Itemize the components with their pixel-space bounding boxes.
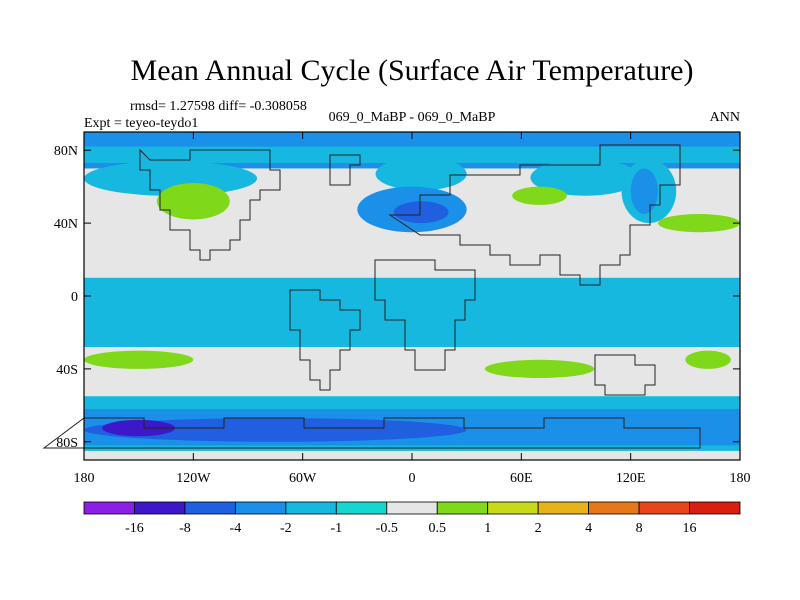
colorbar-swatch <box>537 501 590 515</box>
x-tick-label: 0 <box>409 471 416 486</box>
y-tick-label: 40S <box>56 363 78 378</box>
colorbar: -16 -8 -4 -2 -1 -0.5 0.5 1 2 4 8 16 <box>83 501 741 536</box>
region-arctic-north-atlantic <box>375 157 467 191</box>
region-tropics-cold <box>84 277 740 348</box>
colorbar-swatch <box>184 501 236 515</box>
colorbar-swatch <box>83 501 135 515</box>
africa-outline <box>374 259 476 371</box>
eurasia-outline <box>388 144 681 286</box>
subtitle-label: 069_0_MaBP - 069_0_MaBP <box>329 110 496 125</box>
axes-group: 180 120W 60W 0 60E 120E 180 80N 40N 0 40S 80S <box>54 132 751 486</box>
region-south-cold-core <box>102 419 176 437</box>
australia-outline <box>594 354 656 396</box>
region-siberia-cold <box>530 159 640 196</box>
region-arctic-bright-cold <box>84 146 740 163</box>
colorbar-label: 4 <box>585 521 592 536</box>
colorbar-swatch <box>335 501 388 515</box>
colorbar-label: 0.5 <box>428 521 446 536</box>
south-america-outline <box>289 289 361 391</box>
season-label: ANN <box>710 110 740 125</box>
chart-title: Mean Annual Cycle (Surface Air Temperatu… <box>131 54 694 87</box>
y-tick-label: 80S <box>56 436 78 451</box>
colorbar-label: -4 <box>230 521 242 536</box>
region-south-warm-2 <box>685 350 731 369</box>
region-n-pacific-warm <box>156 183 230 220</box>
colorbar-label: -8 <box>179 521 191 536</box>
y-tick-label: 80N <box>54 144 78 159</box>
x-tick-label: 60E <box>510 471 533 486</box>
region-alaska-strip-core <box>630 168 658 215</box>
colorbar-label: -2 <box>280 521 292 536</box>
experiment-label: Expt = teyeo-teydo1 <box>84 116 198 131</box>
colorbar-swatch <box>436 501 489 515</box>
north-america-outline <box>139 148 281 261</box>
y-tick-label: 40N <box>54 217 78 232</box>
colorbar-label: 8 <box>636 521 643 536</box>
colorbar-label: 1 <box>484 521 491 536</box>
colorbar-swatch <box>487 501 539 515</box>
region-w-pacific-warm <box>658 214 740 233</box>
colorbar-label: 2 <box>535 521 542 536</box>
x-tick-label: 180 <box>730 471 751 486</box>
colorbar-swatch <box>134 501 186 515</box>
y-tick-label: 0 <box>71 290 78 305</box>
colorbar-label: -16 <box>125 521 144 536</box>
colorbar-swatch <box>234 501 287 515</box>
region-south-warm-1 <box>484 359 595 378</box>
stats-text: rmsd= 1.27598 diff= -0.308058 <box>130 99 307 114</box>
x-tick-label: 180 <box>74 471 95 486</box>
colorbar-swatch <box>588 501 640 515</box>
x-tick-label: 120E <box>616 471 646 486</box>
x-tick-label: 120W <box>176 471 211 486</box>
colorbar-swatch <box>285 501 337 515</box>
colorbar-swatch <box>689 501 741 515</box>
continent-outlines <box>42 144 701 449</box>
colorbar-label: 16 <box>683 521 697 536</box>
region-atlantic-warm-north <box>512 186 567 205</box>
colorbar-label: -1 <box>330 521 342 536</box>
colorbar-swatch <box>386 501 438 515</box>
x-tick-label: 60W <box>289 471 317 486</box>
antarctica-outline <box>42 417 701 449</box>
region-europe-cold-core <box>393 201 449 224</box>
region-south-cold-3 <box>84 418 467 442</box>
colorbar-label: -0.5 <box>376 521 398 536</box>
colorbar-swatch <box>638 501 690 515</box>
region-tropics-warm-west <box>84 350 194 369</box>
greenland-outline <box>329 154 361 186</box>
map-group <box>84 132 740 460</box>
